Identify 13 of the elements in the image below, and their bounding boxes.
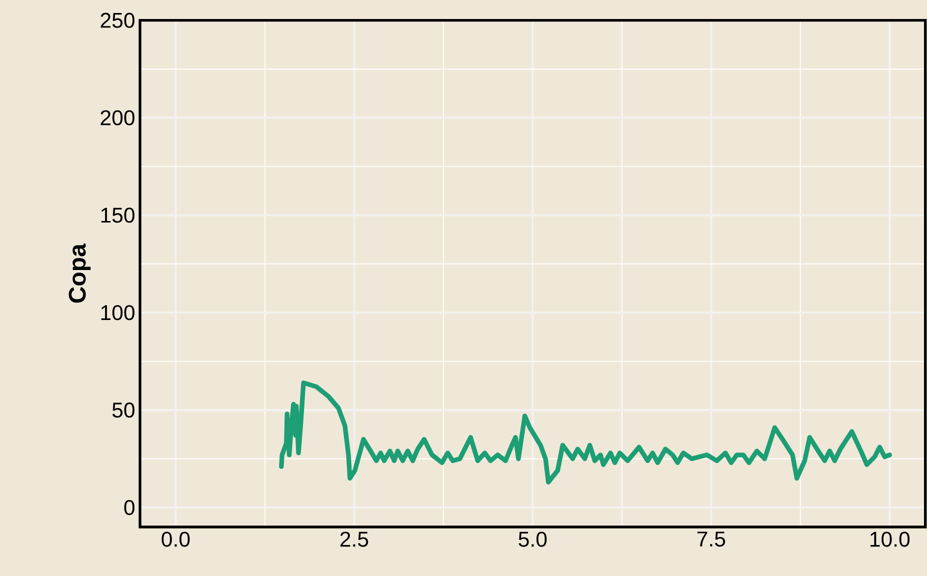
y-tick-label: 0 [124,500,134,516]
x-tick-label: 5.0 [518,532,547,547]
x-tick-label: 7.5 [697,532,726,547]
x-tick-label: 2.5 [340,532,368,547]
y-tick-label: 150 [101,208,134,223]
y-tick-label: 250 [100,12,134,28]
line-series [279,380,892,485]
x-tick-label: 10.0 [870,532,910,547]
x-tick-label: 0.0 [162,532,190,547]
y-tick-label: 200 [100,110,134,126]
y-tick-label: 50 [112,402,134,418]
y-tick-label: 100 [101,305,134,320]
y-axis-title: Copa [68,244,91,303]
